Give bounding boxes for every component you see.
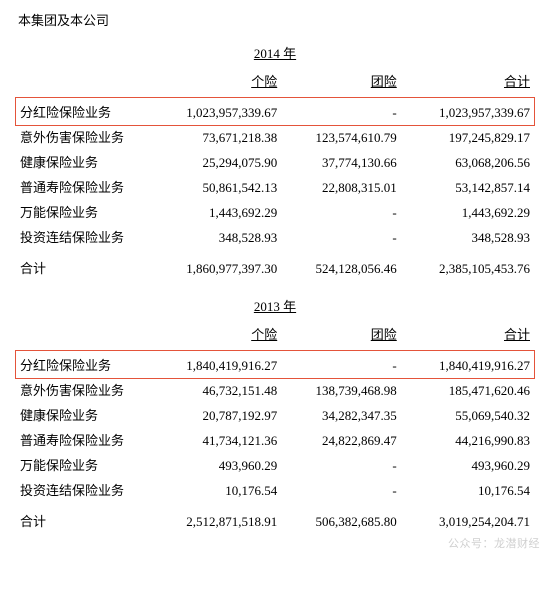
row-label: 万能保险业务 bbox=[18, 452, 146, 477]
cell-value: - bbox=[279, 452, 399, 477]
col-header-blank bbox=[18, 68, 146, 93]
cell-value: 22,808,315.01 bbox=[279, 174, 399, 199]
cell-value: 493,960.29 bbox=[399, 452, 532, 477]
cell-value: 25,294,075.90 bbox=[146, 149, 279, 174]
cell-value: 348,528.93 bbox=[399, 224, 532, 249]
cell-value: 73,671,218.38 bbox=[146, 124, 279, 149]
table-row: 普通寿险保险业务50,861,542.1322,808,315.0153,142… bbox=[18, 174, 532, 199]
row-label: 意外伤害保险业务 bbox=[18, 377, 146, 402]
cell-value: 44,216,990.83 bbox=[399, 427, 532, 452]
table-row: 万能保险业务1,443,692.29-1,443,692.29 bbox=[18, 199, 532, 224]
row-label: 健康保险业务 bbox=[18, 149, 146, 174]
total-value: 2,512,871,518.91 bbox=[146, 508, 279, 533]
cell-value: - bbox=[279, 199, 399, 224]
page-title: 本集团及本公司 bbox=[18, 10, 532, 29]
cell-value: - bbox=[279, 99, 399, 124]
year-label: 2014 年 bbox=[18, 43, 532, 62]
cell-value: 1,443,692.29 bbox=[399, 199, 532, 224]
cell-value: - bbox=[279, 477, 399, 502]
total-label: 合计 bbox=[18, 255, 146, 280]
cell-value: - bbox=[279, 352, 399, 377]
table-block: 2013 年个险团险合计分红险保险业务1,840,419,916.27-1,84… bbox=[18, 296, 532, 533]
row-label: 分红险保险业务 bbox=[18, 352, 146, 377]
cell-value: 37,774,130.66 bbox=[279, 149, 399, 174]
total-value: 2,385,105,453.76 bbox=[399, 255, 532, 280]
cell-value: 20,787,192.97 bbox=[146, 402, 279, 427]
watermark-text: 公众号：龙潜财经 bbox=[448, 535, 540, 551]
row-label: 投资连结保险业务 bbox=[18, 224, 146, 249]
total-row: 合计1,860,977,397.30524,128,056.462,385,10… bbox=[18, 255, 532, 280]
cell-value: 34,282,347.35 bbox=[279, 402, 399, 427]
cell-value: 41,734,121.36 bbox=[146, 427, 279, 452]
page: 本集团及本公司 2014 年个险团险合计分红险保险业务1,023,957,339… bbox=[0, 0, 550, 557]
cell-value: 50,861,542.13 bbox=[146, 174, 279, 199]
cell-value: 53,142,857.14 bbox=[399, 174, 532, 199]
table-row: 健康保险业务25,294,075.9037,774,130.6663,068,2… bbox=[18, 149, 532, 174]
col-header: 团险 bbox=[279, 321, 399, 346]
row-label: 普通寿险保险业务 bbox=[18, 174, 146, 199]
col-header: 个险 bbox=[146, 321, 279, 346]
col-header: 个险 bbox=[146, 68, 279, 93]
financial-table: 个险团险合计分红险保险业务1,023,957,339.67-1,023,957,… bbox=[18, 68, 532, 280]
tables-container: 2014 年个险团险合计分红险保险业务1,023,957,339.67-1,02… bbox=[18, 43, 532, 533]
total-label: 合计 bbox=[18, 508, 146, 533]
cell-value: 1,840,419,916.27 bbox=[399, 352, 532, 377]
table-row: 意外伤害保险业务73,671,218.38123,574,610.79197,2… bbox=[18, 124, 532, 149]
cell-value: 1,023,957,339.67 bbox=[399, 99, 532, 124]
table-row: 万能保险业务493,960.29-493,960.29 bbox=[18, 452, 532, 477]
row-label: 健康保险业务 bbox=[18, 402, 146, 427]
total-value: 3,019,254,204.71 bbox=[399, 508, 532, 533]
table-row: 投资连结保险业务10,176.54-10,176.54 bbox=[18, 477, 532, 502]
cell-value: 46,732,151.48 bbox=[146, 377, 279, 402]
row-label: 意外伤害保险业务 bbox=[18, 124, 146, 149]
year-label: 2013 年 bbox=[18, 296, 532, 315]
table-row: 分红险保险业务1,023,957,339.67-1,023,957,339.67 bbox=[18, 99, 532, 124]
col-header: 合计 bbox=[399, 68, 532, 93]
col-header: 合计 bbox=[399, 321, 532, 346]
total-value: 506,382,685.80 bbox=[279, 508, 399, 533]
table-row: 普通寿险保险业务41,734,121.3624,822,869.4744,216… bbox=[18, 427, 532, 452]
cell-value: 493,960.29 bbox=[146, 452, 279, 477]
cell-value: 1,840,419,916.27 bbox=[146, 352, 279, 377]
cell-value: 63,068,206.56 bbox=[399, 149, 532, 174]
cell-value: 138,739,468.98 bbox=[279, 377, 399, 402]
table-row: 投资连结保险业务348,528.93-348,528.93 bbox=[18, 224, 532, 249]
cell-value: 197,245,829.17 bbox=[399, 124, 532, 149]
total-row: 合计2,512,871,518.91506,382,685.803,019,25… bbox=[18, 508, 532, 533]
cell-value: 24,822,869.47 bbox=[279, 427, 399, 452]
cell-value: 55,069,540.32 bbox=[399, 402, 532, 427]
total-value: 1,860,977,397.30 bbox=[146, 255, 279, 280]
financial-table: 个险团险合计分红险保险业务1,840,419,916.27-1,840,419,… bbox=[18, 321, 532, 533]
cell-value: 1,023,957,339.67 bbox=[146, 99, 279, 124]
cell-value: - bbox=[279, 224, 399, 249]
table-row: 分红险保险业务1,840,419,916.27-1,840,419,916.27 bbox=[18, 352, 532, 377]
col-header: 团险 bbox=[279, 68, 399, 93]
cell-value: 348,528.93 bbox=[146, 224, 279, 249]
row-label: 万能保险业务 bbox=[18, 199, 146, 224]
table-row: 健康保险业务20,787,192.9734,282,347.3555,069,5… bbox=[18, 402, 532, 427]
col-header-blank bbox=[18, 321, 146, 346]
table-block: 2014 年个险团险合计分红险保险业务1,023,957,339.67-1,02… bbox=[18, 43, 532, 280]
cell-value: 10,176.54 bbox=[146, 477, 279, 502]
total-value: 524,128,056.46 bbox=[279, 255, 399, 280]
row-label: 投资连结保险业务 bbox=[18, 477, 146, 502]
cell-value: 1,443,692.29 bbox=[146, 199, 279, 224]
row-label: 分红险保险业务 bbox=[18, 99, 146, 124]
cell-value: 123,574,610.79 bbox=[279, 124, 399, 149]
row-label: 普通寿险保险业务 bbox=[18, 427, 146, 452]
table-row: 意外伤害保险业务46,732,151.48138,739,468.98185,4… bbox=[18, 377, 532, 402]
cell-value: 10,176.54 bbox=[399, 477, 532, 502]
cell-value: 185,471,620.46 bbox=[399, 377, 532, 402]
